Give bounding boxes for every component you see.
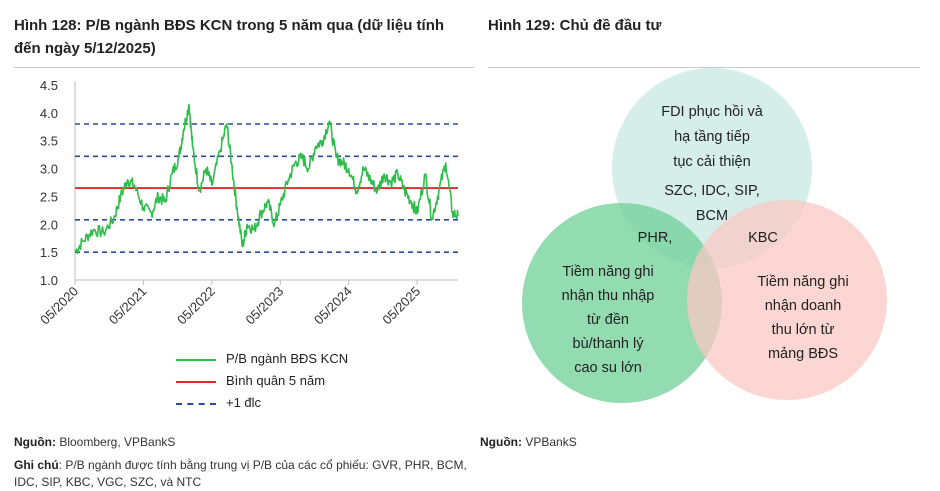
x-tick-label: 05/2021 bbox=[106, 284, 150, 328]
investment-themes-venn: FDI phục hồi và hạ tầng tiếp tục cải thiện… bbox=[522, 68, 887, 403]
left-figure-title: Hình 128: P/B ngành BĐS KCN trong 5 năm … bbox=[14, 17, 445, 57]
left-source-text: Bloomberg, VPBankS bbox=[59, 435, 176, 449]
right-title-rule bbox=[488, 67, 920, 68]
venn-circle-right bbox=[687, 200, 887, 400]
x-tick-label: 05/2022 bbox=[174, 284, 218, 328]
left-source: Nguồn: Bloomberg, VPBankS bbox=[14, 434, 175, 451]
venn-right-text: nhận doanh bbox=[765, 298, 842, 314]
x-tick-label: 05/2020 bbox=[37, 284, 81, 328]
venn-left-tickers: PHR, bbox=[638, 230, 673, 246]
y-tick-label: 4.5 bbox=[40, 78, 58, 93]
y-tick-label: 3.5 bbox=[40, 134, 58, 149]
left-note-text: : P/B ngành được tính bằng trung vị P/B … bbox=[14, 458, 467, 489]
legend-label-std: +1 đlc bbox=[226, 395, 262, 410]
pb-series-line bbox=[74, 103, 459, 255]
right-source: Nguồn: VPBankS bbox=[480, 434, 577, 451]
y-tick-label: 2.0 bbox=[40, 217, 58, 232]
legend-item-pb: P/B ngành BĐS KCN bbox=[176, 351, 348, 366]
venn-left-text: bù/thanh lý bbox=[573, 336, 645, 352]
venn-top-tickers: SZC, IDC, SIP, bbox=[664, 183, 760, 199]
x-tick-label: 05/2024 bbox=[311, 284, 355, 328]
venn-top-text: FDI phục hồi và bbox=[661, 104, 763, 120]
venn-left-text: Tiềm năng ghi bbox=[562, 264, 653, 280]
left-note: Ghi chú: P/B ngành được tính bằng trung … bbox=[14, 457, 484, 491]
left-source-label: Nguồn: bbox=[14, 435, 56, 449]
pb-line-chart: 4.5 4.0 3.5 3.0 2.5 2.0 1.5 1.005/2020 05/2021 05… bbox=[37, 78, 459, 328]
venn-right-text: Tiềm năng ghi bbox=[757, 274, 848, 290]
venn-top-text: hạ tầng tiếp bbox=[674, 129, 750, 145]
y-tick-label: 1.5 bbox=[40, 245, 58, 260]
venn-top-tickers: BCM bbox=[696, 208, 728, 224]
x-tick-label: 05/2025 bbox=[379, 284, 423, 328]
venn-right-tickers: KBC bbox=[748, 230, 778, 246]
legend-item-mean: Bình quân 5 năm bbox=[176, 373, 325, 388]
y-tick-label: 3.0 bbox=[40, 162, 58, 177]
y-tick-label: 4.0 bbox=[40, 106, 58, 121]
y-tick-label: 1.0 bbox=[40, 273, 58, 288]
venn-right-text: thu lớn từ bbox=[772, 322, 835, 338]
right-figure-title: Hình 129: Chủ đề đầu tư bbox=[488, 17, 662, 34]
venn-left-text: từ đền bbox=[587, 312, 629, 328]
venn-top-text: tục cải thiện bbox=[673, 154, 750, 170]
left-note-label: Ghi chú bbox=[14, 458, 59, 472]
legend-item-std: +1 đlc bbox=[176, 395, 261, 410]
x-tick-label: 05/2023 bbox=[243, 284, 287, 328]
venn-right-text: mảng BĐS bbox=[768, 346, 838, 362]
legend-label-mean: Bình quân 5 năm bbox=[226, 373, 326, 388]
legend-label-pb: P/B ngành BĐS KCN bbox=[226, 351, 349, 366]
venn-left-text: cao su lớn bbox=[574, 360, 642, 376]
venn-circle-left bbox=[522, 203, 722, 403]
legend-swatch-mean bbox=[176, 380, 216, 383]
left-title-rule bbox=[14, 67, 474, 68]
legend-swatch-pb bbox=[176, 358, 216, 361]
venn-left-text: nhận thu nhập bbox=[562, 288, 655, 304]
right-source-label: Nguồn: bbox=[480, 435, 522, 449]
y-tick-label: 2.5 bbox=[40, 189, 58, 204]
legend-swatch-std bbox=[176, 402, 216, 405]
right-source-text: VPBankS bbox=[525, 435, 577, 449]
